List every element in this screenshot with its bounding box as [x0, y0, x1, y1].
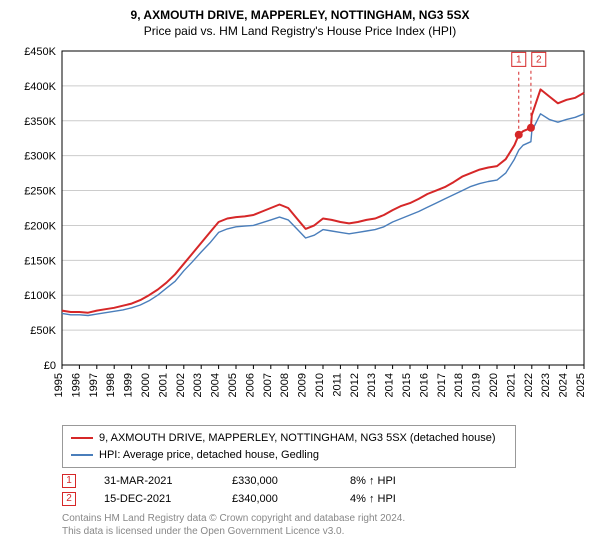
svg-text:2010: 2010	[314, 373, 326, 397]
legend-swatch	[71, 454, 93, 456]
svg-text:2023: 2023	[540, 373, 552, 397]
svg-text:£100K: £100K	[24, 290, 56, 302]
svg-text:2022: 2022	[523, 373, 535, 397]
chart-title: 9, AXMOUTH DRIVE, MAPPERLEY, NOTTINGHAM,…	[10, 8, 590, 24]
svg-text:2018: 2018	[453, 373, 465, 397]
svg-text:2015: 2015	[401, 373, 413, 397]
svg-text:£50K: £50K	[30, 325, 56, 337]
annotation-pct: 8% ↑ HPI	[350, 475, 440, 487]
svg-text:£400K: £400K	[24, 81, 56, 93]
svg-text:2008: 2008	[279, 373, 291, 397]
svg-text:2017: 2017	[436, 373, 448, 397]
chart-container: 9, AXMOUTH DRIVE, MAPPERLEY, NOTTINGHAM,…	[0, 0, 600, 560]
svg-text:1: 1	[516, 55, 522, 66]
svg-text:£150K: £150K	[24, 256, 56, 268]
svg-text:£300K: £300K	[24, 151, 56, 163]
legend-swatch	[71, 437, 93, 439]
svg-text:£200K: £200K	[24, 221, 56, 233]
annotation-row: 2 15-DEC-2021 £340,000 4% ↑ HPI	[62, 492, 590, 506]
footnote-line: This data is licensed under the Open Gov…	[62, 525, 590, 538]
svg-text:2001: 2001	[157, 373, 169, 397]
svg-text:2005: 2005	[227, 373, 239, 397]
svg-text:£250K: £250K	[24, 186, 56, 198]
annotation-badge: 2	[62, 492, 76, 506]
footnote: Contains HM Land Registry data © Crown c…	[62, 512, 590, 538]
svg-text:2002: 2002	[175, 373, 187, 397]
annotation-pct: 4% ↑ HPI	[350, 493, 440, 505]
svg-text:2020: 2020	[488, 373, 500, 397]
annotation-price: £340,000	[232, 493, 322, 505]
annotation-row: 1 31-MAR-2021 £330,000 8% ↑ HPI	[62, 474, 590, 488]
svg-text:2009: 2009	[297, 373, 309, 397]
svg-text:2024: 2024	[558, 373, 570, 397]
legend-row: 9, AXMOUTH DRIVE, MAPPERLEY, NOTTINGHAM,…	[71, 430, 507, 447]
chart-subtitle: Price paid vs. HM Land Registry's House …	[10, 24, 590, 40]
svg-text:2019: 2019	[471, 373, 483, 397]
svg-text:2000: 2000	[140, 373, 152, 397]
svg-text:2006: 2006	[244, 373, 256, 397]
legend-label: 9, AXMOUTH DRIVE, MAPPERLEY, NOTTINGHAM,…	[99, 430, 496, 447]
svg-text:2003: 2003	[192, 373, 204, 397]
annotations-table: 1 31-MAR-2021 £330,000 8% ↑ HPI 2 15-DEC-2021…	[62, 474, 590, 506]
annotation-badge: 1	[62, 474, 76, 488]
svg-text:1999: 1999	[123, 373, 135, 397]
annotation-price: £330,000	[232, 475, 322, 487]
legend-row: HPI: Average price, detached house, Gedl…	[71, 447, 507, 464]
svg-text:2011: 2011	[331, 373, 343, 397]
footnote-line: Contains HM Land Registry data © Crown c…	[62, 512, 590, 525]
svg-text:2021: 2021	[505, 373, 517, 397]
chart-area: £0 £50K £100K £150K £200K £250K £300K £350K £400…	[10, 45, 590, 415]
svg-text:1996: 1996	[70, 373, 82, 397]
svg-text:2014: 2014	[384, 373, 396, 397]
svg-text:£0: £0	[44, 360, 56, 372]
svg-text:2007: 2007	[262, 373, 274, 397]
annotation-date: 15-DEC-2021	[104, 493, 204, 505]
svg-text:2012: 2012	[349, 373, 361, 397]
legend-label: HPI: Average price, detached house, Gedl…	[99, 447, 319, 464]
svg-text:2016: 2016	[418, 373, 430, 397]
svg-text:2004: 2004	[210, 373, 222, 397]
svg-text:1995: 1995	[53, 373, 65, 397]
svg-text:£350K: £350K	[24, 116, 56, 128]
svg-text:2025: 2025	[575, 373, 587, 397]
svg-text:2: 2	[536, 55, 542, 66]
svg-text:1998: 1998	[105, 373, 117, 397]
svg-text:2013: 2013	[366, 373, 378, 397]
annotation-date: 31-MAR-2021	[104, 475, 204, 487]
svg-text:£450K: £450K	[24, 46, 56, 58]
legend-box: 9, AXMOUTH DRIVE, MAPPERLEY, NOTTINGHAM,…	[62, 425, 516, 468]
chart-svg: £0 £50K £100K £150K £200K £250K £300K £350K £400…	[10, 45, 590, 415]
svg-text:1997: 1997	[88, 373, 100, 397]
